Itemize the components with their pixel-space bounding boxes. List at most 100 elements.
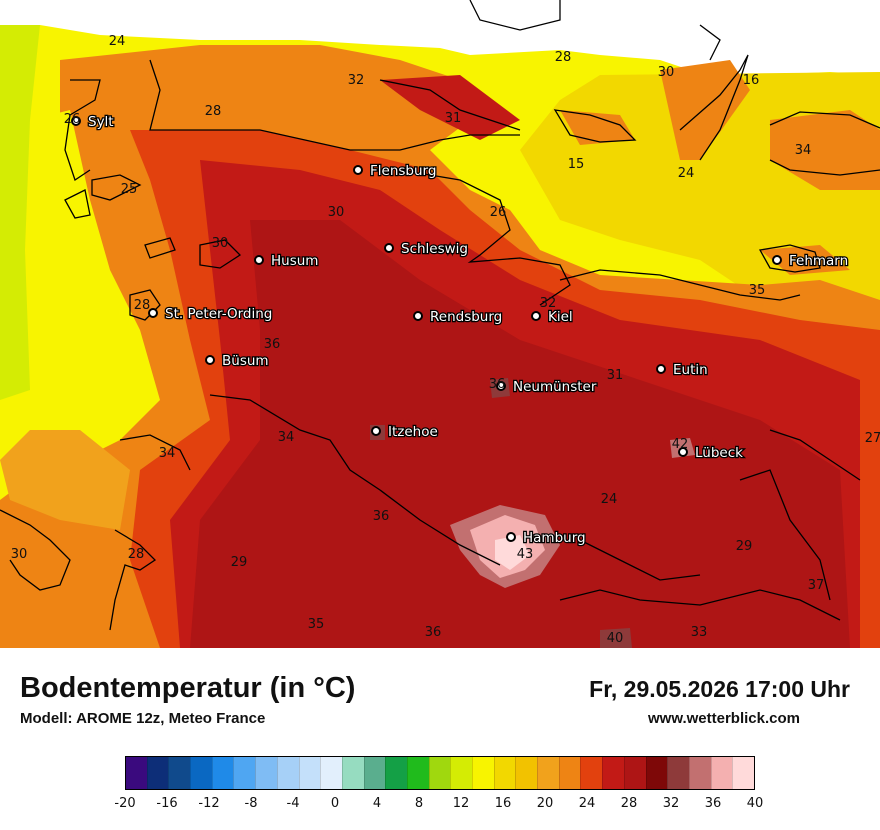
- legend-tick-label: 4: [372, 796, 382, 811]
- legend-color-swatch: [428, 757, 451, 789]
- isotherm-label: 30: [11, 547, 28, 562]
- temperature-field: [0, 0, 880, 648]
- place-lübeck: Lübeck: [678, 444, 744, 462]
- place-rendsburg: Rendsburg: [413, 308, 504, 326]
- place-label: St. Peter-Ording: [165, 306, 272, 322]
- place-itzehoe: Itzehoe: [371, 423, 439, 441]
- legend-color-swatch: [558, 757, 581, 789]
- isotherm-label: 31: [445, 111, 462, 126]
- isotherm-label: 33: [691, 625, 708, 640]
- legend-tick-label: -4: [286, 796, 300, 811]
- legend-color-swatch: [667, 757, 689, 789]
- isotherm-label: 32: [540, 296, 557, 311]
- place-label: Itzehoe: [388, 424, 438, 440]
- legend-color-swatch: [515, 757, 538, 789]
- isotherm-label: 36: [425, 625, 442, 640]
- isotherm-label: 15: [568, 157, 585, 172]
- coastlines: [0, 0, 880, 631]
- place-marker: [353, 165, 363, 175]
- place-marker: [384, 243, 394, 253]
- place-neumünster: Neumünster: [496, 378, 598, 396]
- place-label: Kiel: [548, 309, 573, 325]
- isotherm-label: 30: [658, 65, 675, 80]
- isotherm-label: 34: [795, 143, 812, 158]
- isotherm-label: 26: [490, 205, 507, 220]
- isotherm-label: 30: [212, 236, 229, 251]
- legend-color-swatch: [450, 757, 472, 789]
- isotherm-label: 42: [672, 437, 689, 452]
- legend-tick-label: 16: [494, 796, 512, 811]
- legend-tick-label: 32: [662, 796, 680, 811]
- legend-color-swatch: [126, 757, 147, 789]
- legend-tick-label: 8: [414, 796, 424, 811]
- place-marker: [205, 355, 215, 365]
- isotherm-label: 43: [517, 547, 534, 562]
- isotherm-label: 32: [348, 73, 365, 88]
- legend-color-swatch: [493, 757, 516, 789]
- isotherm-label: 28: [555, 50, 572, 65]
- legend-color-swatch: [276, 757, 299, 789]
- place-marker: [413, 311, 423, 321]
- place-label: Rendsburg: [430, 309, 502, 325]
- legend-tick-label: 24: [578, 796, 596, 811]
- place-label: Sylt: [88, 114, 114, 130]
- place-sylt: Sylt: [71, 113, 115, 131]
- legend-color-swatch: [602, 757, 624, 789]
- place-marker: [254, 255, 264, 265]
- legend-color-swatch: [190, 757, 212, 789]
- isotherm-label: 36: [489, 377, 506, 392]
- isotherm-label: 36: [373, 509, 390, 524]
- legend-tick-label: 36: [704, 796, 722, 811]
- legend-color-swatch: [255, 757, 277, 789]
- legend-tick-label: -12: [198, 796, 220, 811]
- isotherm-label: 25: [121, 182, 138, 197]
- isotherm-label: 29: [736, 539, 753, 554]
- legend-color-swatch: [688, 757, 711, 789]
- legend-color-swatch: [168, 757, 191, 789]
- model-info: Modell: AROME 12z, Meteo France: [20, 710, 266, 727]
- isotherm-label: 26: [64, 112, 81, 127]
- legend-color-swatch: [537, 757, 559, 789]
- isotherm-label: 27: [865, 431, 880, 446]
- website-link[interactable]: www.wetterblick.com: [648, 710, 800, 727]
- footer: Bodentemperatur (in °C) Modell: AROME 12…: [0, 648, 880, 830]
- legend-tick-label: 20: [536, 796, 554, 811]
- place-marker: [678, 447, 688, 457]
- place-schleswig: Schleswig: [384, 240, 469, 258]
- place-husum: Husum: [254, 252, 320, 270]
- place-marker: [772, 255, 782, 265]
- legend-color-swatch: [146, 757, 169, 789]
- legend-color-swatch: [385, 757, 407, 789]
- place-marker: [371, 426, 381, 436]
- place-label: Neumünster: [513, 379, 597, 395]
- isotherm-label: 36: [264, 337, 281, 352]
- legend-color-swatch: [645, 757, 668, 789]
- place-label: Flensburg: [370, 163, 436, 179]
- place-label: Büsum: [222, 353, 269, 369]
- legend-color-swatch: [472, 757, 494, 789]
- isotherm-label: 24: [678, 166, 695, 181]
- legend-tick-label: -8: [244, 796, 258, 811]
- isotherm-label: 24: [601, 492, 618, 507]
- legend-color-swatch: [710, 757, 733, 789]
- legend-color-swatch: [406, 757, 429, 789]
- isotherm-label: 31: [607, 368, 624, 383]
- isotherm-label: 28: [134, 298, 151, 313]
- isotherm-label: 16: [743, 73, 760, 88]
- place-kiel: Kiel: [531, 308, 574, 326]
- legend-tick-label: 0: [330, 796, 340, 811]
- place-marker: [506, 532, 516, 542]
- places-layer: Sylt Flensburg Schleswig Husum Fehmarn St. Pe…: [71, 113, 849, 547]
- forecast-datetime: Fr, 29.05.2026 17:00 Uhr: [589, 676, 850, 702]
- legend-color-swatch: [298, 757, 321, 789]
- legend-color-swatch: [732, 757, 754, 789]
- place-eutin: Eutin: [656, 361, 709, 379]
- place-marker: [496, 381, 506, 391]
- place-marker: [148, 308, 158, 318]
- legend-color-swatch: [580, 757, 603, 789]
- legend-color-swatch: [211, 757, 234, 789]
- place-label: Schleswig: [401, 241, 468, 257]
- place-label: Hamburg: [523, 530, 586, 546]
- place-hamburg: Hamburg: [506, 529, 587, 547]
- legend-tick-label: 40: [746, 796, 764, 811]
